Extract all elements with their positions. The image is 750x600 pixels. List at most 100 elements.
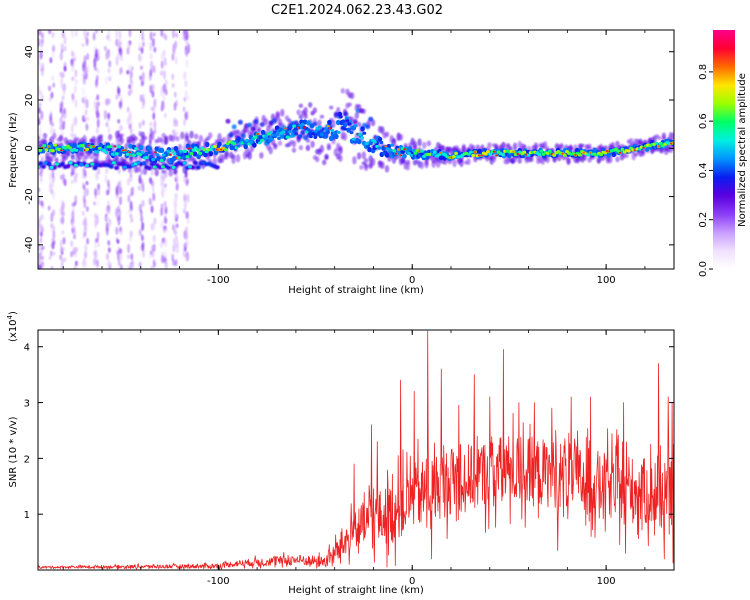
noise-speck [107, 48, 111, 59]
ridge-halo [235, 129, 241, 135]
lower-band-blob [40, 164, 47, 169]
noise-speck [96, 231, 100, 240]
ridge-halo [533, 142, 539, 149]
noise-speck [84, 243, 88, 253]
noise-speck [140, 234, 144, 242]
ridge-halo [545, 155, 550, 164]
noise-speck [38, 107, 41, 115]
ridge-core [548, 149, 552, 153]
ridge-core [537, 152, 542, 156]
ridge-halo [426, 140, 432, 147]
upper-band-blob [228, 132, 234, 138]
ridge-outline [156, 155, 161, 161]
noise-speck [39, 215, 42, 222]
ridge-halo [52, 132, 57, 140]
ridge-core [452, 155, 456, 159]
ridge-outline [288, 123, 294, 129]
noise-speck [185, 240, 189, 249]
ridge-core [166, 149, 171, 153]
noise-speck [164, 172, 168, 180]
ridge-halo [217, 133, 222, 142]
ridge-peak [92, 145, 95, 148]
noise-speck [172, 258, 176, 266]
noise-speck [81, 42, 85, 48]
noise-speck [138, 204, 142, 212]
noise-speck [171, 73, 175, 81]
noise-speck [40, 169, 43, 178]
colorbar-tick-label: 0.6 [698, 113, 709, 129]
noise-speck [163, 113, 167, 118]
noise-speck [85, 180, 89, 186]
spectrogram-ylabel: Frequency (Hz) [8, 112, 19, 188]
ridge-core [654, 141, 659, 145]
noise-speck [47, 205, 51, 211]
noise-speck [139, 75, 143, 81]
ridge-peak [618, 151, 622, 154]
noise-speck [70, 30, 74, 39]
noise-speck [107, 67, 111, 78]
noise-speck [96, 68, 100, 74]
ridge-halo [168, 169, 173, 177]
y-tick-label: 1 [24, 510, 30, 521]
snr-plot-area [38, 330, 674, 570]
lower-band-core [74, 163, 78, 167]
ridge-halo [405, 162, 411, 171]
noise-speck [40, 255, 44, 261]
noise-speck [148, 177, 152, 183]
noise-speck [140, 46, 144, 54]
ridge-core [411, 148, 416, 153]
ridge-peak [326, 125, 330, 128]
ridge-halo [175, 136, 180, 142]
noise-speck [83, 30, 87, 40]
noise-speck [173, 91, 177, 98]
ridge-core [281, 130, 286, 134]
snr-scale-label: (x104) [6, 311, 19, 342]
ridge-core [336, 130, 341, 134]
y-tick-label: 20 [24, 94, 35, 107]
ridge-halo [466, 158, 471, 166]
noise-speck [59, 51, 63, 61]
noise-speck [152, 235, 156, 242]
ridge-halo [380, 126, 385, 135]
ridge-core [343, 127, 347, 131]
noise-speck [39, 231, 43, 237]
ridge-core [170, 149, 175, 153]
noise-speck [93, 250, 97, 256]
x-tick-label: -100 [207, 576, 230, 587]
ridge-outline [192, 151, 198, 157]
ridge-halo [296, 109, 301, 116]
ridge-halo [277, 140, 283, 146]
y-tick-label: 2 [24, 454, 30, 465]
ridge-outline [173, 145, 179, 152]
noise-speck [151, 90, 155, 98]
spectrogram-axes: -100 0 100 -40 -20 0 20 40 [24, 30, 674, 286]
upper-band-blob [225, 118, 231, 124]
noise-speck [96, 263, 100, 269]
noise-speck [82, 195, 86, 203]
noise-speck [52, 32, 56, 39]
noise-speck [141, 119, 145, 126]
ridge-core [430, 152, 435, 157]
noise-speck [74, 116, 78, 126]
snr-xlabel: Height of straight line (km) [288, 585, 424, 596]
ridge-core [236, 144, 241, 148]
noise-speck [116, 93, 120, 99]
ridge-halo [75, 137, 80, 141]
ridge-peak [153, 151, 157, 154]
ridge-core [330, 129, 335, 133]
ridge-halo [661, 132, 667, 140]
lower-band-core [55, 162, 59, 166]
noise-speck [128, 123, 132, 130]
noise-speck [126, 69, 130, 75]
ridge-core [132, 153, 136, 157]
ridge-peak [642, 146, 646, 149]
ridge-outline [205, 141, 210, 148]
ridge-core [68, 146, 72, 150]
ridge-peak [47, 145, 51, 148]
noise-speck [140, 215, 144, 223]
ridge-core [339, 115, 343, 119]
ridge-outline [229, 145, 234, 151]
ridge-core [74, 148, 79, 152]
noise-speck [151, 130, 155, 141]
